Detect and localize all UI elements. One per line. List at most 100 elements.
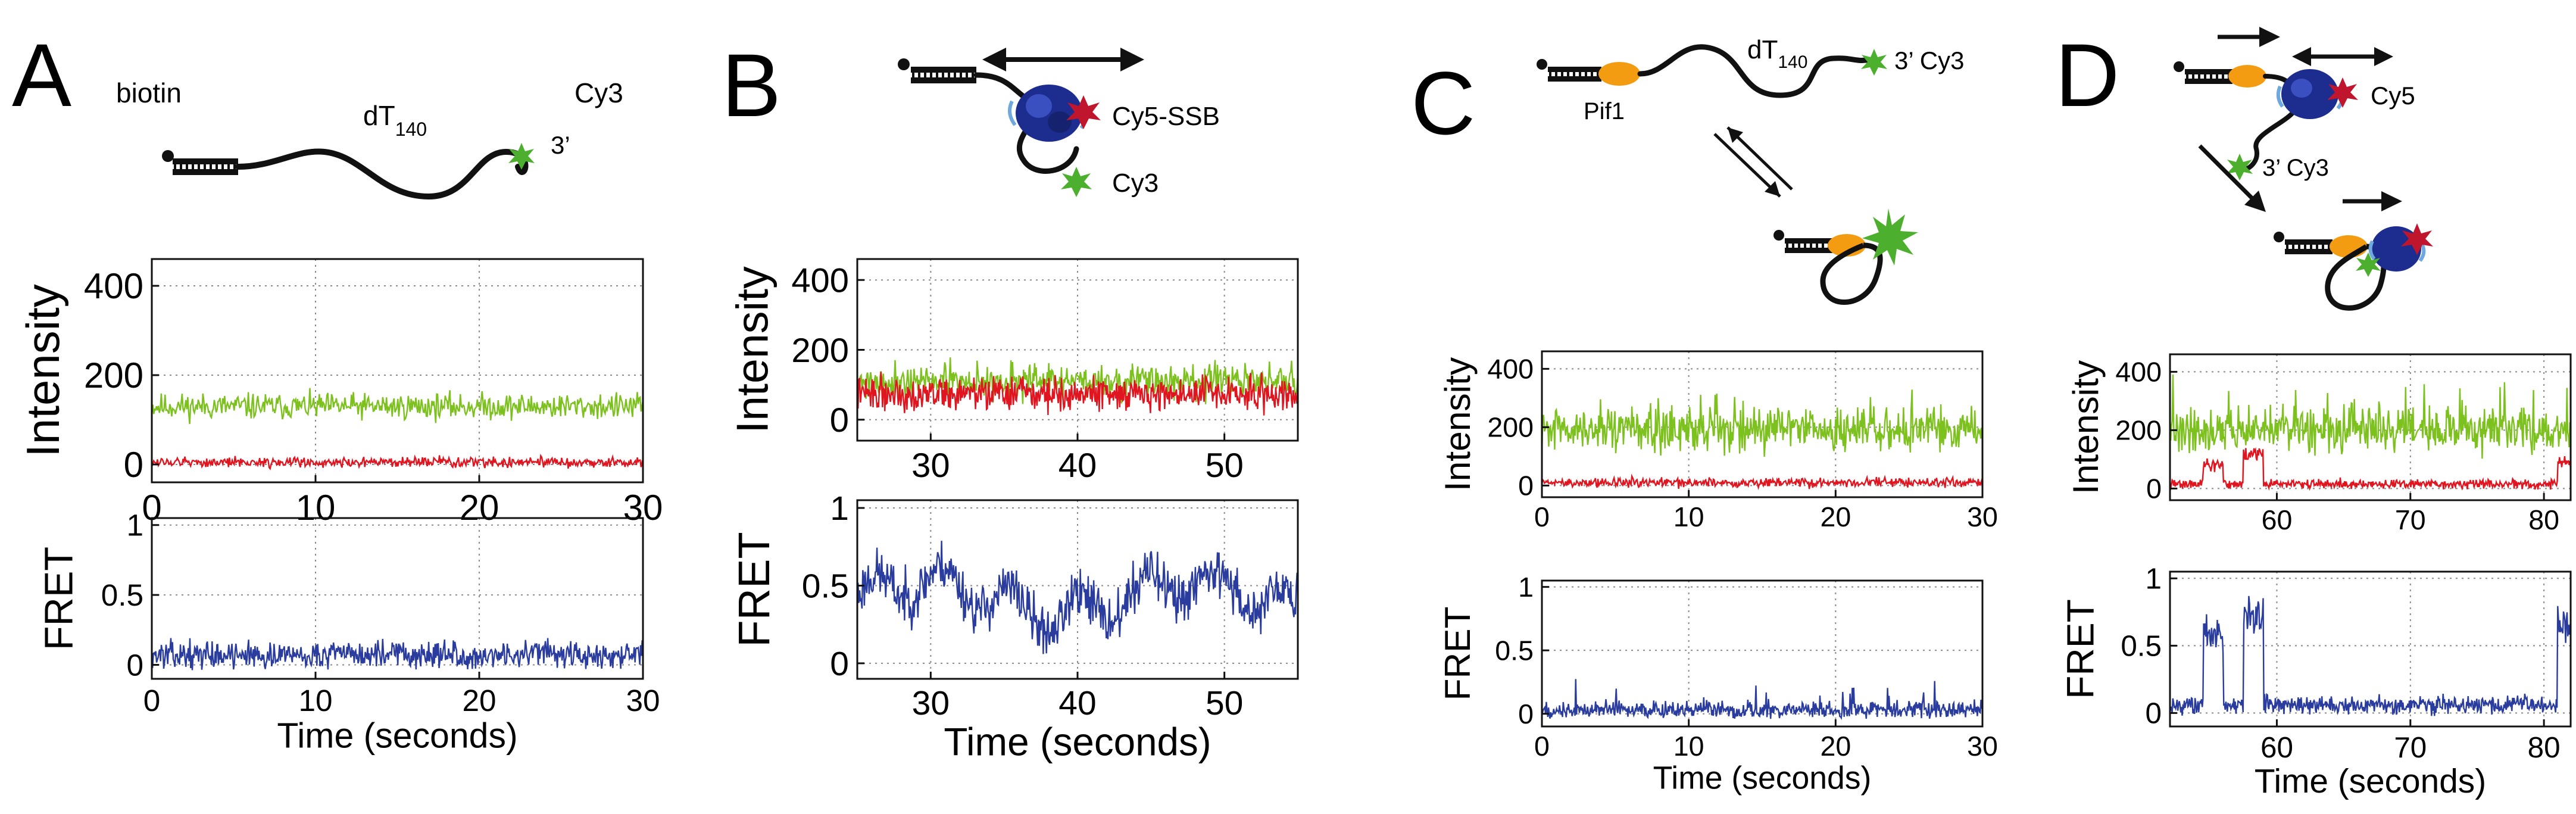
x-tick-label: 30: [1967, 501, 1998, 532]
y-tick-label: 200: [791, 332, 849, 370]
dna-duplex-d: [2174, 61, 2232, 84]
cy3-star-c: [1861, 49, 1887, 76]
process-arrow-d: [2198, 144, 2266, 212]
x-axis-label: Time (seconds): [2255, 763, 2486, 800]
panel-c-letter: C: [1411, 53, 1475, 153]
series-line-blue: [2170, 595, 2571, 716]
x-tick-label: 80: [2528, 731, 2561, 764]
plot-frame: [1541, 579, 1984, 728]
y-tick-label: 0: [124, 445, 143, 485]
y-axis-label: Intensity: [727, 266, 777, 433]
x-tick-label: 60: [2262, 504, 2293, 535]
ssdna-strand-c: [1637, 44, 1872, 98]
cy3-star-b: [1061, 167, 1092, 197]
y-tick-label: 0: [830, 645, 849, 683]
x-tick-label: 60: [2260, 731, 2293, 764]
x-tick-label: 20: [462, 684, 496, 718]
y-axis-label: Intensity: [17, 284, 69, 457]
grid-lines: [151, 259, 644, 482]
ssdna-loop-c: [1820, 242, 1883, 305]
y-tick-label: 1: [126, 509, 143, 542]
y-tick-label: 400: [84, 266, 143, 306]
y-tick-label: 200: [84, 355, 143, 395]
panel-b-letter: B: [722, 35, 781, 135]
plot-b-fret: 30 40 50 0 0.5 1 FRET Time (seconds): [729, 489, 1299, 763]
panel-b: B Cy5-SSB Cy3: [722, 35, 1220, 198]
x-tick-label: 30: [1967, 731, 1998, 762]
ssb-protein-d: [2276, 69, 2344, 119]
series-line-blue: [1542, 679, 1982, 721]
biotin-label: biotin: [116, 77, 182, 108]
y-tick-label: 0: [2146, 473, 2162, 504]
series-line-blue: [857, 541, 1298, 654]
y-axis-label: Intensity: [2065, 360, 2106, 494]
pif1-helicase-c: [1598, 62, 1640, 86]
series-line-red: [857, 372, 1298, 416]
plot-frame: [151, 258, 644, 484]
plot-frame: [1541, 350, 1984, 498]
y-axis-label: Intensity: [1437, 357, 1478, 491]
dna-duplex-a: [162, 150, 238, 175]
x-tick-label: 0: [1534, 501, 1550, 532]
grid-lines: [2170, 572, 2571, 726]
y-axis-label: FRET: [2059, 599, 2102, 699]
cy5-star-b: [1066, 95, 1101, 129]
cy3-star-d: [2227, 154, 2253, 180]
x-axis-label: Time (seconds): [277, 716, 517, 755]
plot-a-fret: 0 10 20 30 0 0.5 1 FRET Time (seconds): [38, 509, 660, 756]
pif1-label: Pif1: [1584, 98, 1625, 124]
cy3-star-d2: [2356, 252, 2381, 277]
cy3-star-a: [508, 143, 535, 170]
y-axis-label: FRET: [1437, 607, 1478, 701]
y-tick-label: 400: [1487, 354, 1534, 385]
x-tick-label: 30: [912, 684, 950, 722]
y-tick-label: 0.5: [1495, 635, 1534, 666]
y-tick-label: 1: [1518, 572, 1534, 603]
y-tick-label: 200: [2115, 415, 2162, 446]
cy3-label-a: Cy3: [574, 77, 623, 108]
ssdna-strand-a: [235, 148, 529, 200]
cy3-label-c: 3’ Cy3: [1894, 46, 1965, 74]
y-tick-label: 400: [2115, 357, 2162, 388]
equilibrium-arrows-c: [1713, 126, 1793, 198]
double-arrow-d: [2292, 47, 2393, 66]
panel-d: D Cy5 3’ Cy3: [2055, 25, 2433, 311]
plot-d-intensity: 60 70 80 0 200 400 Intensity: [2065, 353, 2572, 535]
series-line-red: [1542, 473, 1982, 491]
y-axis-label: FRET: [38, 547, 82, 650]
plot-b-intensity: 30 40 50 0 200 400 Intensity: [727, 258, 1299, 485]
y-tick-label: 0.5: [101, 578, 143, 612]
plot-frame: [2169, 353, 2572, 501]
plot-c-fret: 0 10 20 30 0 0.5 1 FRET Time (seconds): [1437, 572, 1998, 796]
x-tick-label: 50: [1205, 447, 1243, 485]
cy3-flash-c: [1862, 208, 1918, 266]
cy5-star-d: [2327, 77, 2358, 108]
grid-lines: [857, 259, 1298, 441]
y-tick-label: 0.5: [802, 567, 849, 605]
x-tick-label: 10: [296, 488, 336, 528]
series-line-red: [2170, 447, 2571, 491]
series-line-red: [152, 453, 643, 470]
y-tick-label: 1: [830, 489, 849, 528]
panel-a: A biotin Cy3 dT140 3’: [12, 25, 623, 200]
dna-duplex-b: [898, 58, 976, 83]
cy5-star-d2: [2401, 223, 2433, 255]
x-tick-label: 20: [1820, 501, 1851, 532]
series-line-green: [1542, 389, 1982, 457]
three-prime-label-a: 3’: [551, 131, 570, 159]
panel-d-letter: D: [2055, 25, 2119, 125]
x-tick-label: 10: [298, 684, 332, 718]
x-tick-label: 70: [2395, 504, 2426, 535]
dna-duplex-c2: [1773, 230, 1832, 253]
x-tick-label: 40: [1058, 447, 1097, 485]
x-tick-label: 20: [1820, 731, 1851, 762]
plot-c-intensity: 0 10 20 30 0 200 400 Intensity: [1437, 350, 1998, 532]
y-tick-label: 200: [1487, 412, 1534, 443]
x-tick-label: 80: [2528, 504, 2559, 535]
series-line-blue: [152, 638, 643, 670]
cy3-label-d: 3’ Cy3: [2262, 155, 2329, 181]
plot-d-fret: 60 70 80 0 0.5 1 FRET Time (seconds): [2059, 563, 2572, 800]
x-tick-label: 10: [1673, 731, 1704, 762]
